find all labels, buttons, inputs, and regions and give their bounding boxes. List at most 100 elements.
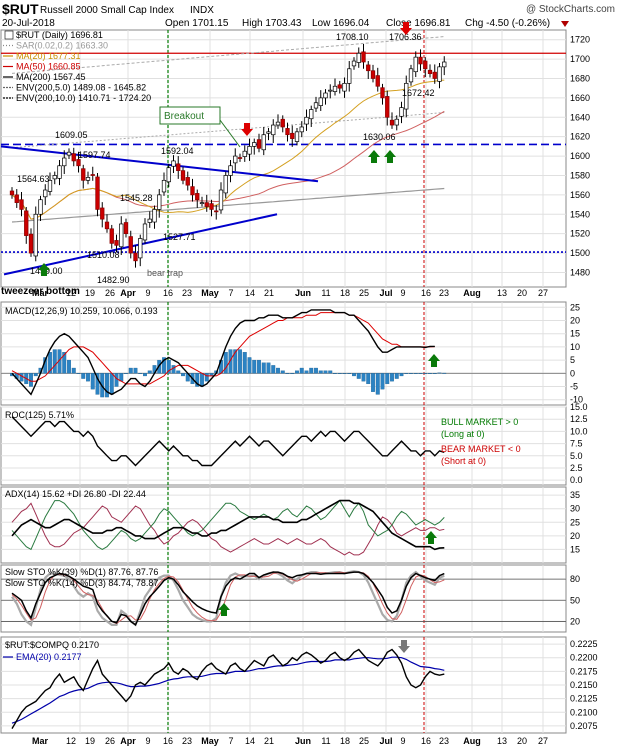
macd-histogram-bar — [138, 373, 143, 374]
x-axis-label: 27 — [538, 288, 548, 298]
plus-di-line — [11, 499, 445, 551]
candle-body — [266, 131, 271, 134]
x-axis-label-bottom: Aug — [463, 736, 481, 746]
candle-body — [294, 131, 300, 142]
price-annotation: 1609.05 — [55, 130, 88, 140]
y-tick-label: 35 — [570, 490, 580, 500]
candle-body — [423, 60, 428, 70]
macd-histogram-bar — [409, 373, 413, 374]
macd-histogram-bar — [356, 373, 361, 379]
bull-market-label: BULL MARKET > 0 — [441, 417, 518, 427]
x-axis-label-bottom: 18 — [340, 736, 350, 746]
x-axis-label-bottom: 16 — [163, 736, 173, 746]
y-tick-label: 0.2225 — [570, 639, 598, 649]
x-axis-label: 25 — [359, 288, 369, 298]
macd-histogram-bar — [404, 373, 409, 374]
x-axis-label: 20 — [517, 288, 527, 298]
macd-histogram-bar — [309, 367, 314, 374]
ma200-line — [11, 187, 445, 223]
candle-body — [90, 174, 95, 176]
bear-market-note: (Short at 0) — [441, 456, 486, 466]
open-value: Open 1701.15 — [165, 18, 229, 29]
macd-histogram-bar — [285, 373, 290, 374]
candle-body — [437, 66, 442, 82]
macd-histogram-bar — [228, 349, 233, 374]
adx-line — [11, 499, 445, 551]
macd-histogram-bar — [314, 367, 318, 374]
candle-body — [161, 179, 167, 193]
x-axis-label: 9 — [400, 288, 405, 298]
candle-body — [261, 134, 266, 151]
green-up-arrow-icon — [218, 603, 230, 616]
candle-body — [404, 82, 409, 110]
x-axis-label-bottom: Mar — [32, 736, 49, 746]
candle-body — [285, 128, 290, 136]
y-tick-label: 12.5 — [570, 414, 588, 424]
candle-body — [370, 70, 376, 79]
x-axis-label-bottom: 9 — [400, 736, 405, 746]
candle-body — [209, 203, 214, 210]
candle-body — [109, 228, 114, 244]
x-axis-label: 21 — [264, 288, 274, 298]
change-value: Chg -4.50 (-0.26%) — [465, 18, 550, 29]
macd-histogram-bar — [124, 373, 128, 374]
candle-body — [280, 118, 285, 128]
green-up-arrow-icon — [425, 531, 437, 544]
candle-body — [380, 87, 385, 99]
macd-histogram-bar — [290, 373, 295, 374]
candle-body — [9, 190, 15, 196]
y-tick-label: 20 — [570, 531, 580, 541]
price-annotation: 1706.36 — [389, 32, 422, 42]
macd-histogram-bar — [366, 373, 371, 385]
macd-histogram-bar — [352, 373, 356, 377]
macd-histogram-bar — [247, 357, 252, 374]
price-annotation: 1597.74 — [78, 150, 111, 160]
low-value: Low 1696.04 — [312, 18, 370, 29]
macd-histogram-bar — [171, 365, 176, 374]
macd-histogram-bar — [394, 373, 399, 379]
bear-market-label: BEAR MARKET < 0 — [441, 444, 521, 454]
x-axis-label: Jul — [379, 288, 392, 298]
down-triangle-icon — [561, 21, 569, 27]
x-axis-label: 13 — [497, 288, 507, 298]
candle-body — [138, 238, 143, 259]
macd-histogram-bar — [86, 373, 90, 382]
candle-body — [399, 107, 404, 117]
candle-body — [19, 199, 24, 210]
candle-body — [242, 150, 247, 157]
y-tick-label: 1600 — [570, 151, 590, 161]
y-tick-label: 10 — [570, 342, 580, 352]
macd-histogram-bar — [29, 373, 33, 387]
candle-body — [47, 179, 53, 192]
y-tick-label: 0.2150 — [570, 680, 598, 690]
legend-entry: MA(50) 1660.85 — [16, 62, 81, 72]
candle-body — [123, 222, 129, 235]
chart-index-name: Russell 2000 Small Cap Index — [40, 5, 174, 16]
x-axis-label-bottom: 13 — [497, 736, 507, 746]
candle-body — [271, 124, 276, 136]
candle-body — [128, 236, 133, 254]
candle-body — [157, 194, 162, 210]
candle-body — [247, 146, 252, 155]
candle-body — [171, 160, 176, 167]
candle-body — [366, 64, 371, 72]
macd-histogram-bar — [257, 359, 261, 374]
macd-histogram-bar — [238, 349, 242, 374]
x-axis-label: Mar — [32, 288, 49, 298]
candle-body — [104, 221, 110, 230]
y-tick-label: 0.2175 — [570, 666, 598, 676]
price-annotation: 1564.63 — [17, 174, 50, 184]
candle-body — [256, 139, 262, 149]
legend-entry: ENV(200,10.0) 1410.71 - 1724.20 — [16, 93, 151, 103]
candle-body — [57, 165, 62, 179]
y-tick-label: 15 — [570, 329, 580, 339]
chart-layer: 1480150015201540156015801600162016401660… — [0, 22, 598, 746]
macd-histogram-bar — [233, 349, 238, 374]
macd-histogram-bar — [299, 367, 304, 374]
green-up-arrow-icon — [38, 263, 50, 276]
legend-entry: $RUT (Daily) 1696.81 — [16, 30, 103, 40]
macd-histogram-bar — [71, 367, 76, 374]
price-annotation: 1708.10 — [336, 32, 369, 42]
candle-body — [252, 142, 257, 147]
